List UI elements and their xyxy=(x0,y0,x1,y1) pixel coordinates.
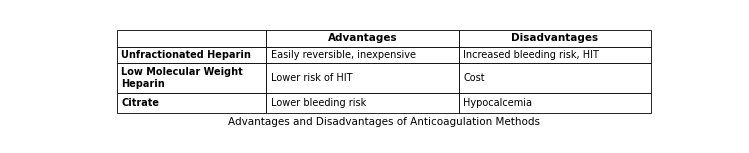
Text: Easily reversible, inexpensive: Easily reversible, inexpensive xyxy=(271,50,416,60)
Text: Lower risk of HIT: Lower risk of HIT xyxy=(271,73,353,83)
Bar xyxy=(117,63,267,93)
Bar xyxy=(458,63,651,93)
Bar xyxy=(267,30,458,47)
Text: Increased bleeding risk, HIT: Increased bleeding risk, HIT xyxy=(464,50,599,60)
Text: Advantages and Disadvantages of Anticoagulation Methods: Advantages and Disadvantages of Anticoag… xyxy=(228,117,540,127)
Bar xyxy=(117,47,267,63)
Bar xyxy=(458,30,651,47)
Text: Cost: Cost xyxy=(464,73,485,83)
Bar xyxy=(458,93,651,113)
Bar xyxy=(267,63,458,93)
Bar xyxy=(267,47,458,63)
Text: Low Molecular Weight
Heparin: Low Molecular Weight Heparin xyxy=(121,67,243,89)
Bar xyxy=(117,93,267,113)
Text: Citrate: Citrate xyxy=(121,98,160,108)
Bar xyxy=(117,30,267,47)
Text: Lower bleeding risk: Lower bleeding risk xyxy=(271,98,366,108)
Text: Disadvantages: Disadvantages xyxy=(511,33,598,43)
Text: Hypocalcemia: Hypocalcemia xyxy=(464,98,533,108)
Text: Advantages: Advantages xyxy=(328,33,397,43)
Bar xyxy=(458,47,651,63)
Bar xyxy=(267,93,458,113)
Text: Unfractionated Heparin: Unfractionated Heparin xyxy=(121,50,252,60)
